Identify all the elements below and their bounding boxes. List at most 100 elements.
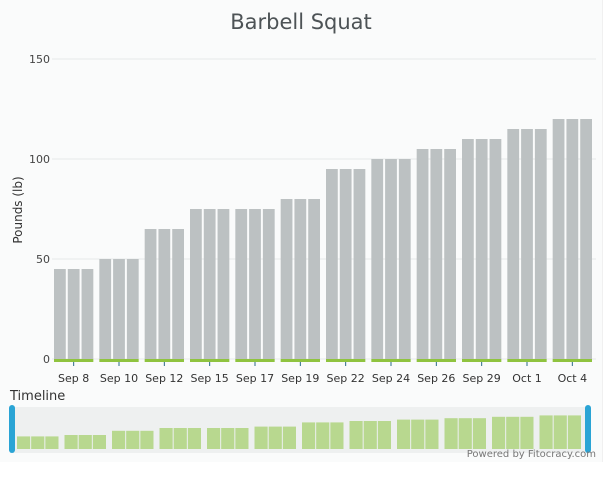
x-tick-label: Sep 19 xyxy=(281,372,319,385)
timeline-bar xyxy=(397,419,411,449)
bar[interactable] xyxy=(235,209,248,359)
x-tick-label: Sep 12 xyxy=(145,372,183,385)
x-tick-label: Oct 4 xyxy=(558,372,588,385)
bar[interactable] xyxy=(262,209,275,359)
bar[interactable] xyxy=(489,139,502,359)
chart-title: Barbell Squat xyxy=(230,10,372,34)
x-tick-label: Sep 24 xyxy=(372,372,410,385)
y-tick-label: 100 xyxy=(29,153,50,166)
timeline-bar xyxy=(316,422,330,449)
bar[interactable] xyxy=(113,259,125,359)
y-axis: 0 50 100 150 xyxy=(29,53,50,366)
bar[interactable] xyxy=(398,159,411,359)
bar[interactable] xyxy=(158,229,171,359)
bar[interactable] xyxy=(280,199,293,359)
timeline-bar xyxy=(159,428,173,449)
bar[interactable] xyxy=(203,209,216,359)
bar[interactable] xyxy=(444,149,456,359)
bar[interactable] xyxy=(339,169,352,359)
bar[interactable] xyxy=(294,199,307,359)
bar[interactable] xyxy=(217,209,230,359)
bar[interactable] xyxy=(521,129,533,359)
timeline-bar xyxy=(221,428,235,449)
timeline-bar xyxy=(92,435,106,449)
bar[interactable] xyxy=(99,259,112,359)
x-tick-label: Sep 29 xyxy=(463,372,501,385)
bar[interactable] xyxy=(566,119,579,359)
y-tick-label: 150 xyxy=(29,53,50,66)
timeline-bar xyxy=(567,415,581,449)
x-tick-label: Sep 22 xyxy=(327,372,365,385)
timeline-bar xyxy=(45,436,59,449)
timeline-bars xyxy=(17,415,581,449)
bar-baseline xyxy=(280,359,320,362)
bar-baseline xyxy=(326,359,366,362)
bar[interactable] xyxy=(475,139,488,359)
bar[interactable] xyxy=(416,149,429,359)
grid-lines xyxy=(52,58,596,360)
bar[interactable] xyxy=(580,119,592,359)
bar-baseline xyxy=(507,359,547,362)
x-tick-label: Oct 1 xyxy=(512,372,542,385)
y-axis-title: Pounds (lb) xyxy=(11,176,25,243)
y-tick-label: 50 xyxy=(36,253,50,266)
timeline-bar xyxy=(553,415,567,449)
timeline-bar xyxy=(31,436,45,449)
bar-baseline xyxy=(54,359,94,362)
timeline-bar xyxy=(187,428,201,449)
bar[interactable] xyxy=(385,159,397,359)
timeline-label: Timeline xyxy=(10,389,66,404)
x-tick-label: Sep 8 xyxy=(58,372,89,385)
timeline-bar xyxy=(173,428,187,449)
bar[interactable] xyxy=(507,129,520,359)
timeline-bar xyxy=(520,416,534,449)
timeline-bar xyxy=(235,428,249,449)
bar-series xyxy=(54,119,592,362)
bar[interactable] xyxy=(552,119,565,359)
x-tick-label: Sep 10 xyxy=(100,372,138,385)
timeline-bar xyxy=(472,418,486,449)
bar[interactable] xyxy=(126,259,139,359)
timeline-bar xyxy=(377,421,391,449)
timeline-bar xyxy=(411,419,425,449)
timeline-bar xyxy=(207,428,221,449)
x-tick-label: Sep 15 xyxy=(191,372,229,385)
timeline-bar xyxy=(363,421,377,449)
bar[interactable] xyxy=(430,149,443,359)
timeline-bar xyxy=(78,435,92,449)
bar[interactable] xyxy=(326,169,338,359)
bar[interactable] xyxy=(54,269,66,359)
bar[interactable] xyxy=(144,229,157,359)
y-tick-label: 0 xyxy=(43,353,50,366)
timeline-bar xyxy=(330,422,344,449)
bar[interactable] xyxy=(172,229,184,359)
bar[interactable] xyxy=(534,129,547,359)
timeline-handle-left[interactable] xyxy=(9,405,15,453)
bar-baseline xyxy=(371,359,411,362)
powered-by-link[interactable]: Powered by Fitocracy.com xyxy=(466,449,596,460)
bar[interactable] xyxy=(67,269,80,359)
bar[interactable] xyxy=(353,169,366,359)
bar-baseline xyxy=(235,359,275,362)
timeline-handle-right[interactable] xyxy=(585,405,591,453)
bar[interactable] xyxy=(249,209,261,359)
timeline-bar xyxy=(17,436,31,449)
bar[interactable] xyxy=(371,159,384,359)
timeline-bar xyxy=(506,416,520,449)
bar-baseline xyxy=(416,359,456,362)
bar-baseline xyxy=(99,359,139,362)
bar[interactable] xyxy=(190,209,202,359)
timeline-bar xyxy=(458,418,472,449)
bar[interactable] xyxy=(462,139,474,359)
bar-baseline xyxy=(190,359,230,362)
timeline-bar xyxy=(64,435,78,449)
x-axis: Sep 8 Sep 10 Sep 12 Sep 15 Sep 17 Sep 19 Sep 2… xyxy=(58,362,587,385)
bar-baseline xyxy=(144,359,184,362)
bar-baseline xyxy=(462,359,502,362)
bar[interactable] xyxy=(81,269,94,359)
bar-baseline xyxy=(552,359,592,362)
timeline-bar xyxy=(282,426,296,449)
bar[interactable] xyxy=(308,199,320,359)
timeline-bar xyxy=(140,430,154,449)
